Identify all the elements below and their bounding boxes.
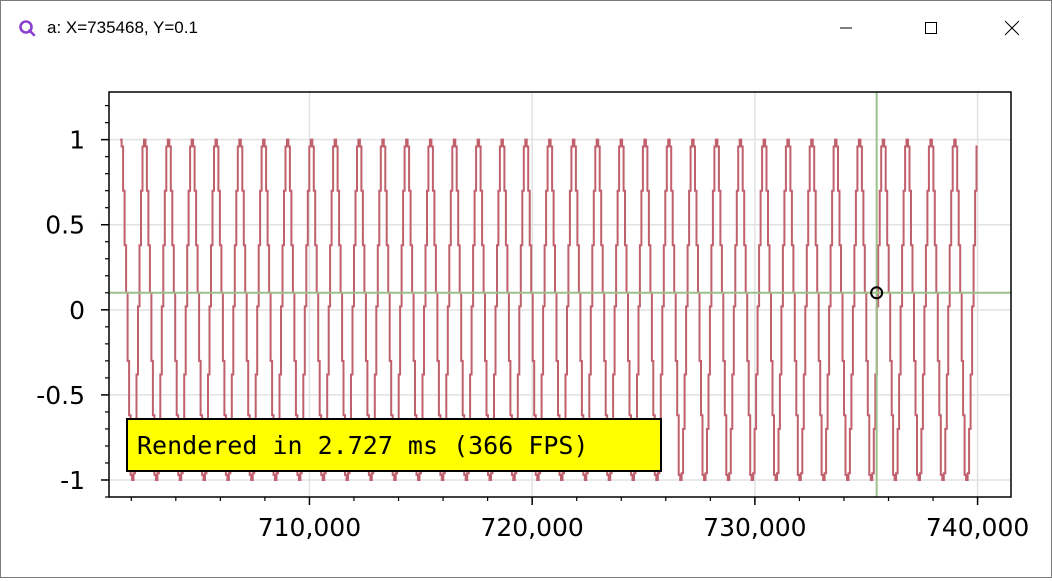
- render-time-annotation: Rendered in 2.727 ms (366 FPS): [126, 418, 662, 472]
- y-tick-label: -1: [60, 466, 85, 495]
- series-line: [120, 138, 978, 481]
- title-bar[interactable]: a: X=735468, Y=0.1: [1, 1, 1051, 55]
- plot-frame: [108, 91, 1012, 498]
- chart-area[interactable]: 1 0.5 0 -0.5 -1 710,000 720,000 730,000 740,000 …: [1, 55, 1051, 577]
- crosshair: [109, 92, 1011, 497]
- maximize-button[interactable]: [902, 1, 960, 55]
- maximize-icon: [925, 22, 937, 34]
- axis-ticks: 1 0.5 0 -0.5 -1 710,000 720,000 730,000 740,000: [36, 105, 1029, 542]
- series-layer: [120, 138, 978, 481]
- window-title: a: X=735468, Y=0.1: [47, 18, 198, 37]
- minimize-button[interactable]: [817, 1, 875, 55]
- annotation-text: Rendered in 2.727 ms (366 FPS): [137, 431, 589, 460]
- x-tick-label: 720,000: [480, 513, 583, 542]
- crosshair-marker: [870, 286, 884, 300]
- y-tick-label: 1: [69, 126, 85, 155]
- scottplot-logo-icon: [19, 20, 36, 37]
- y-tick-label: -0.5: [36, 381, 85, 410]
- x-tick-label: 730,000: [703, 513, 806, 542]
- close-icon: [1004, 20, 1020, 36]
- minimize-icon: [840, 27, 852, 29]
- close-button[interactable]: [983, 1, 1041, 55]
- x-tick-label: 710,000: [258, 513, 361, 542]
- x-tick-label: 740,000: [926, 513, 1029, 542]
- y-tick-label: 0.5: [45, 211, 85, 240]
- y-tick-label: 0: [69, 296, 85, 325]
- annotation-box: [126, 418, 662, 472]
